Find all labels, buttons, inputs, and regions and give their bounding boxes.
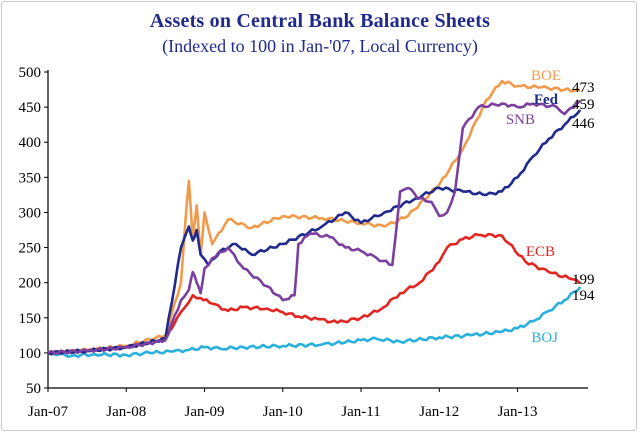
x-axis-ticks: Jan-07 Jan-08 Jan-09 Jan-10 Jan-11 Jan-12 Jan-…: [28, 388, 538, 420]
y-tick-label: 50: [26, 381, 41, 397]
chart-title: Assets on Central Bank Balance Sheets: [149, 10, 491, 32]
series-line-boj: [47, 286, 582, 359]
y-tick-label: 300: [19, 205, 42, 221]
y-tick-label: 500: [19, 65, 42, 81]
series-line-snb: [47, 99, 582, 355]
y-tick-label: 150: [19, 311, 42, 327]
y-tick-label: 350: [19, 170, 42, 186]
x-tick-label: Jan-09: [185, 404, 225, 420]
x-tick-label: Jan-10: [263, 404, 303, 420]
y-tick-label: 100: [19, 346, 42, 362]
x-tick-label: Jan-11: [341, 404, 380, 420]
series-name-snb: SNB: [506, 112, 535, 128]
series-end-value-boj: 194: [572, 288, 595, 304]
series-labels: BOJ 194 ECB 199 BOE 473 Fed 459 SNB 446: [506, 68, 595, 346]
y-tick-label: 400: [19, 135, 42, 151]
series-name-boe: BOE: [531, 68, 561, 84]
axes: [47, 70, 588, 389]
series-name-ecb: ECB: [526, 244, 555, 260]
series-line-boe: [47, 79, 581, 355]
y-tick-label: 200: [19, 276, 42, 292]
x-tick-label: Jan-13: [498, 404, 538, 420]
series-name-boj: BOJ: [531, 330, 558, 346]
x-tick-label: Jan-08: [106, 404, 146, 420]
x-tick-label: Jan-07: [28, 404, 68, 420]
series-end-value-fed: 459: [572, 97, 595, 113]
series-end-value-snb: 446: [572, 116, 595, 132]
series-line-ecb: [47, 232, 582, 356]
series-end-value-boe: 473: [572, 80, 595, 96]
series-name-fed: Fed: [534, 92, 559, 108]
chart-subtitle: (Indexed to 100 in Jan-'07, Local Curren…: [162, 36, 478, 56]
y-axis-ticks: 50 100 150 200 250 300 350 400 450 500: [19, 65, 48, 397]
y-tick-label: 450: [19, 100, 42, 116]
series-lines: [47, 79, 582, 359]
y-tick-label: 250: [19, 241, 42, 257]
series-end-value-ecb: 199: [572, 272, 595, 288]
x-tick-label: Jan-12: [419, 404, 459, 420]
